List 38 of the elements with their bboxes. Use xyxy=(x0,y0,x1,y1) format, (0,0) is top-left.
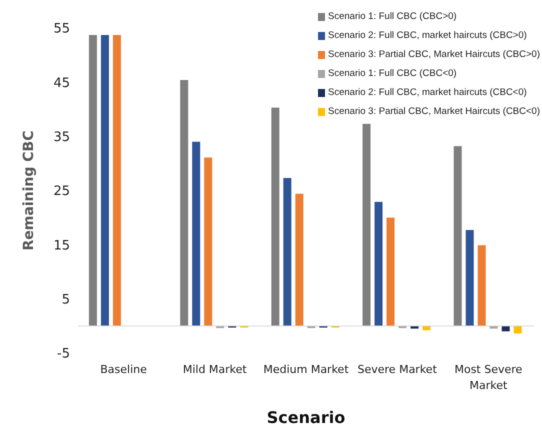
bar xyxy=(466,230,474,326)
legend-label: Scenario 1: Full CBC (CBC<0) xyxy=(328,67,457,81)
x-tick-label: Most Severe Market xyxy=(454,363,523,392)
bar xyxy=(386,218,395,326)
y-tick-label: -5 xyxy=(57,346,70,362)
bar xyxy=(271,108,280,326)
y-tick-label: 35 xyxy=(53,130,70,145)
legend-label: Scenario 3: Partial CBC, Market Haircuts (CBC>0) xyxy=(328,48,540,62)
y-axis-title: Remaining CBC xyxy=(20,130,37,250)
bar xyxy=(295,194,304,326)
legend-label: Scenario 3: Partial CBC, Market Haircuts (CBC<0) xyxy=(328,105,540,119)
bar xyxy=(514,326,522,334)
x-tick-label: Mild Market xyxy=(182,363,248,376)
bar xyxy=(204,157,212,326)
y-tick-label: 45 xyxy=(53,76,70,91)
y-tick-label: 55 xyxy=(53,22,70,37)
bar xyxy=(192,142,200,326)
bar xyxy=(100,35,109,326)
x-tick-label: Severe Market xyxy=(358,363,438,376)
legend-label: Scenario 2: Full CBC, market haircuts (CBC<0) xyxy=(328,86,527,100)
bar xyxy=(374,202,383,326)
legend-label: Scenario 2: Full CBC, market haircuts (CBC>0) xyxy=(328,29,527,43)
bar xyxy=(88,35,97,326)
bar xyxy=(478,245,486,326)
x-tick-label: Medium Market xyxy=(263,363,350,376)
bar xyxy=(362,124,371,326)
x-tick-label: Baseline xyxy=(100,363,148,376)
y-tick-label: 15 xyxy=(53,238,70,254)
legend-label: Scenario 1: Full CBC (CBC>0) xyxy=(328,10,457,24)
y-tick-label: 25 xyxy=(53,184,70,200)
bar xyxy=(283,178,292,326)
bar xyxy=(112,35,121,326)
bar xyxy=(180,80,188,326)
bar xyxy=(502,326,510,332)
bar xyxy=(454,146,462,326)
bar xyxy=(422,326,431,330)
y-tick-label: 5 xyxy=(62,292,70,308)
x-axis-title: Scenario xyxy=(266,408,346,427)
